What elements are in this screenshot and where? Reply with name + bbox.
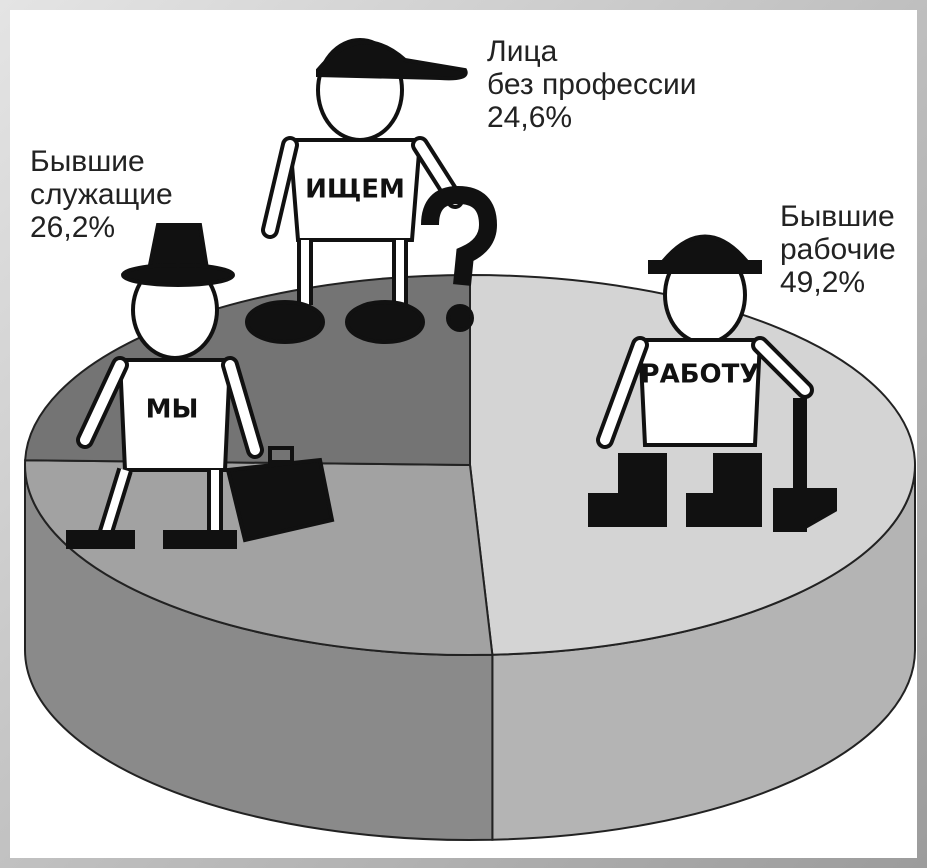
page: РАБОТУ МЫ: [0, 0, 927, 868]
shirt-text: ИЩЕМ: [305, 175, 405, 205]
chart: РАБОТУ МЫ: [0, 0, 927, 868]
category-label: Бывшие рабочие: [780, 200, 896, 266]
value-label: 26,2%: [30, 211, 173, 244]
category-label: Лица без профессии: [487, 35, 696, 101]
value-label: 24,6%: [487, 101, 696, 134]
shirt-text: РАБОТУ: [641, 360, 760, 390]
shirt-text: МЫ: [146, 395, 199, 425]
category-label: Бывшие служащие: [30, 145, 173, 211]
value-label: 49,2%: [780, 266, 896, 299]
